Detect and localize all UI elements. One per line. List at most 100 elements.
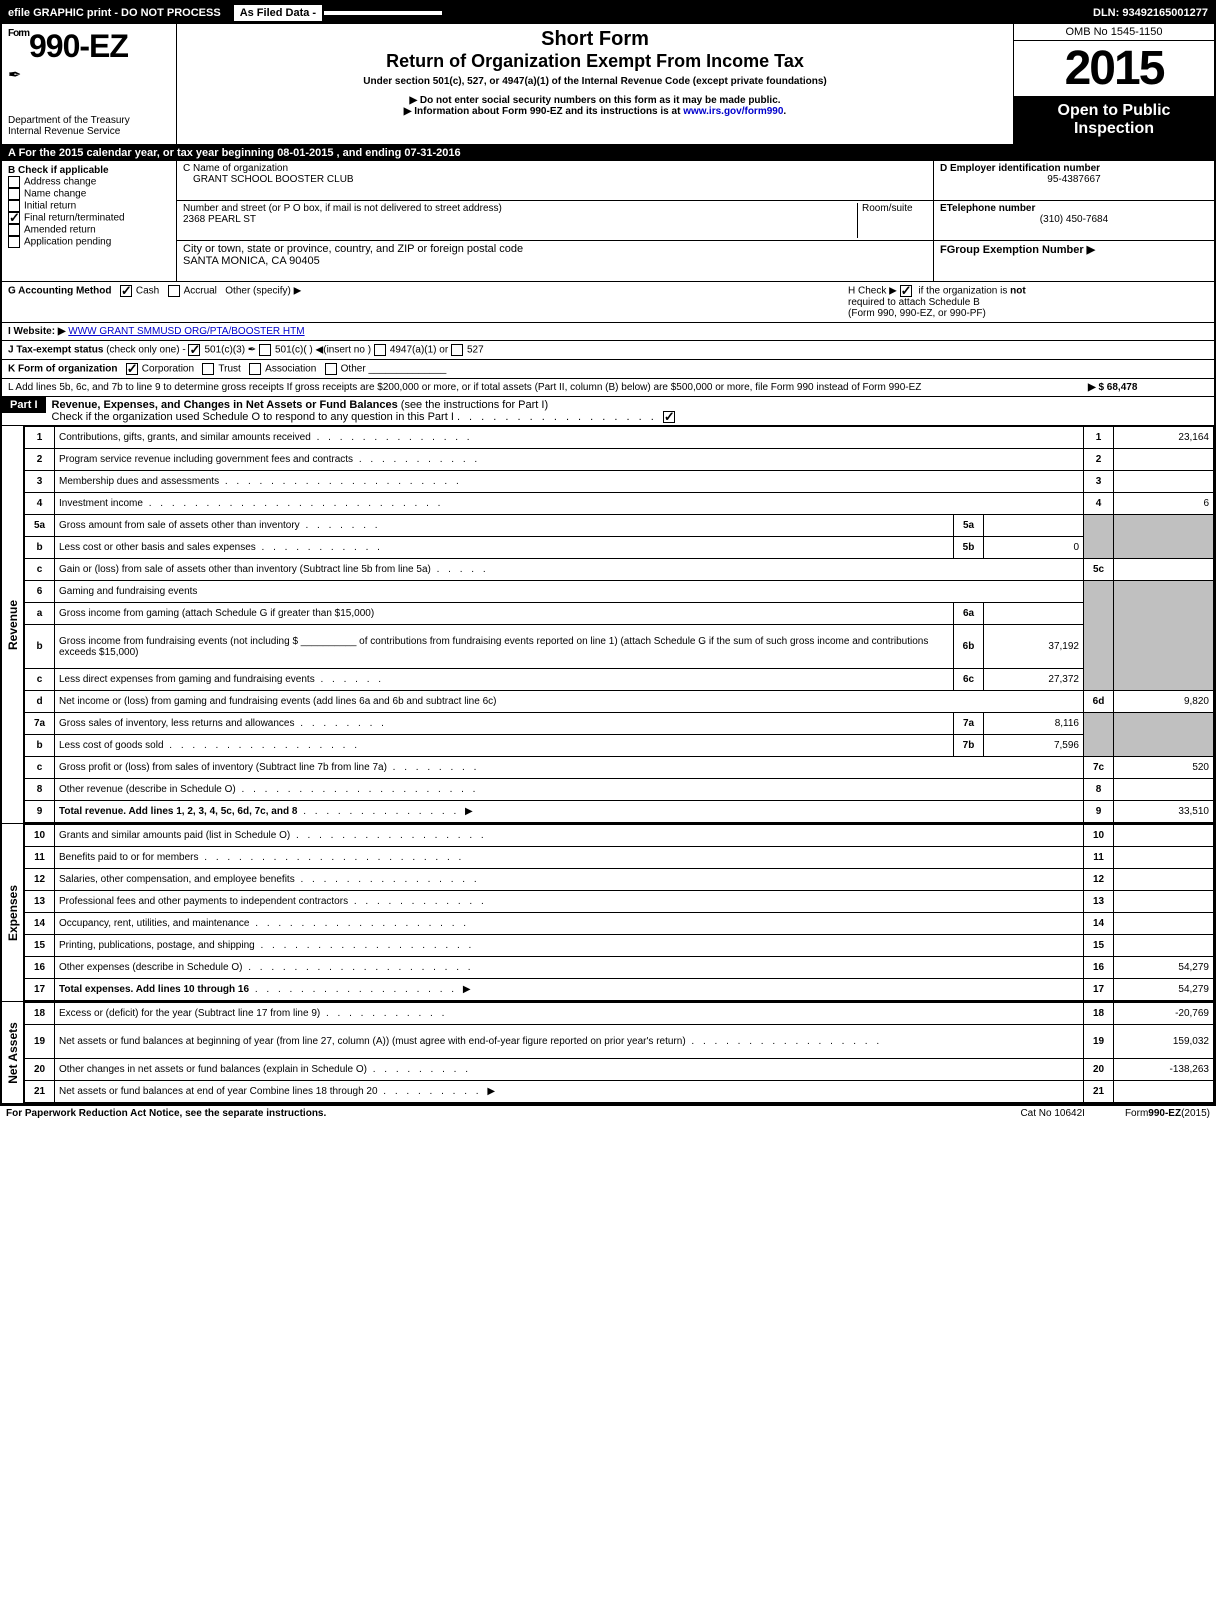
h-chk[interactable]: [900, 285, 912, 297]
c-name: GRANT SCHOOL BOOSTER CLUB: [183, 174, 927, 185]
g-cash-chk[interactable]: [120, 285, 132, 297]
e-value: (310) 450-7684: [940, 214, 1208, 225]
line-18: 18Excess or (deficit) for the year (Subt…: [25, 1003, 1214, 1025]
g-other: Other (specify) ▶: [225, 286, 301, 297]
line-9: 9Total revenue. Add lines 1, 2, 3, 4, 5c…: [25, 801, 1214, 823]
chk-amended[interactable]: Amended return: [8, 224, 170, 236]
short-form-title: Short Form: [187, 28, 1003, 51]
dln-label: DLN: 93492165001277: [1087, 5, 1214, 21]
line-k: K Form of organization Corporation Trust…: [2, 360, 1214, 379]
d-value: 95-4387667: [940, 174, 1208, 185]
chk-pending-label: Application pending: [24, 237, 111, 248]
part1-header: Part I Revenue, Expenses, and Changes in…: [2, 397, 1214, 426]
line-6b: bGross income from fundraising events (n…: [25, 625, 1214, 669]
revenue-table: 1Contributions, gifts, grants, and simil…: [24, 426, 1214, 823]
j-4947-chk[interactable]: [374, 344, 386, 356]
part1-title: Revenue, Expenses, and Changes in Net As…: [52, 399, 398, 411]
l-amount: ▶ $ 68,478: [1088, 382, 1208, 393]
chk-amended-label: Amended return: [24, 225, 96, 236]
j-501c-chk[interactable]: [259, 344, 271, 356]
line-5a: 5aGross amount from sale of assets other…: [25, 515, 1214, 537]
h-text: H Check ▶: [848, 286, 897, 297]
chk-initial[interactable]: Initial return: [8, 200, 170, 212]
c-city: SANTA MONICA, CA 90405: [183, 255, 927, 267]
box-def: D Employer identification number 95-4387…: [934, 161, 1214, 281]
g-label: G Accounting Method: [8, 286, 112, 297]
chk-final[interactable]: Final return/terminated: [8, 212, 170, 224]
form-number: Form990-EZ: [8, 28, 170, 65]
expenses-section: Expenses 10Grants and similar amounts pa…: [2, 824, 1214, 1002]
chk-initial-label: Initial return: [24, 201, 76, 212]
open-public: Open to Public Inspection: [1014, 96, 1214, 144]
chk-address[interactable]: Address change: [8, 176, 170, 188]
line-7c: cGross profit or (loss) from sales of in…: [25, 757, 1214, 779]
line-19: 19Net assets or fund balances at beginni…: [25, 1025, 1214, 1059]
line-3: 3Membership dues and assessments . . . .…: [25, 471, 1214, 493]
line-7a: 7aGross sales of inventory, less returns…: [25, 713, 1214, 735]
irs-link[interactable]: www.irs.gov/form990: [683, 106, 783, 117]
line-l: L Add lines 5b, 6c, and 7b to line 9 to …: [2, 379, 1214, 397]
k-trust: Trust: [218, 364, 240, 375]
line-4: 4Investment income . . . . . . . . . . .…: [25, 493, 1214, 515]
chk-name[interactable]: Name change: [8, 188, 170, 200]
g-accrual-chk[interactable]: [168, 285, 180, 297]
l-text: L Add lines 5b, 6c, and 7b to line 9 to …: [8, 382, 1088, 393]
line-6c: cLess direct expenses from gaming and fu…: [25, 669, 1214, 691]
j-opt1: 501(c)(3): [204, 345, 245, 356]
line-5b: bLess cost or other basis and sales expe…: [25, 537, 1214, 559]
k-other: Other: [341, 364, 366, 375]
omb-number: OMB No 1545-1150: [1014, 24, 1214, 41]
c-addr: 2368 PEARL ST: [183, 214, 857, 225]
j-501c3-chk[interactable]: [188, 344, 200, 356]
box-b: B Check if applicable Address change Nam…: [2, 161, 177, 281]
header-mid: Short Form Return of Organization Exempt…: [177, 24, 1014, 144]
dots: . . . . . . . . . . . . . . . . .: [457, 411, 663, 423]
k-assoc-chk[interactable]: [249, 363, 261, 375]
h-not: not: [1010, 286, 1026, 297]
dept-label: Department of the Treasury Internal Reve…: [8, 115, 170, 137]
part1-check: Check if the organization used Schedule …: [52, 411, 454, 423]
c-room-label: Room/suite: [857, 203, 927, 238]
line-6a: aGross income from gaming (attach Schedu…: [25, 603, 1214, 625]
line-12: 12Salaries, other compensation, and empl…: [25, 869, 1214, 891]
netassets-section: Net Assets 18Excess or (deficit) for the…: [2, 1002, 1214, 1104]
revenue-vert-label: Revenue: [2, 426, 24, 823]
line-6: 6Gaming and fundraising events: [25, 581, 1214, 603]
k-assoc: Association: [265, 364, 316, 375]
c-addr-label: Number and street (or P O box, if mail i…: [183, 203, 857, 214]
k-other-chk[interactable]: [325, 363, 337, 375]
i-website-link[interactable]: WWW GRANT SMMUSD ORG/PTA/BOOSTER HTM: [68, 326, 304, 337]
line-21: 21Net assets or fund balances at end of …: [25, 1081, 1214, 1103]
line-16: 16Other expenses (describe in Schedule O…: [25, 957, 1214, 979]
chk-name-label: Name change: [24, 189, 86, 200]
expenses-table: 10Grants and similar amounts paid (list …: [24, 824, 1214, 1001]
line-17: 17Total expenses. Add lines 10 through 1…: [25, 979, 1214, 1001]
j-opt4: 527: [467, 345, 484, 356]
line-g-h: G Accounting Method Cash Accrual Other (…: [2, 282, 1214, 323]
line-10: 10Grants and similar amounts paid (list …: [25, 825, 1214, 847]
box-b-title: B Check if applicable: [8, 165, 170, 176]
k-corp: Corporation: [142, 364, 194, 375]
j-sub: (check only one) -: [106, 345, 185, 356]
line-8: 8Other revenue (describe in Schedule O) …: [25, 779, 1214, 801]
expenses-vert-label: Expenses: [2, 824, 24, 1001]
line-13: 13Professional fees and other payments t…: [25, 891, 1214, 913]
j-opt2b: ◀(insert no ): [316, 345, 371, 356]
h-text4: (Form 990, 990-EZ, or 990-PF): [848, 308, 986, 319]
line-11: 11Benefits paid to or for members . . . …: [25, 847, 1214, 869]
netassets-table: 18Excess or (deficit) for the year (Subt…: [24, 1002, 1214, 1103]
line-15: 15Printing, publications, postage, and s…: [25, 935, 1214, 957]
chk-pending[interactable]: Application pending: [8, 236, 170, 248]
k-trust-chk[interactable]: [202, 363, 214, 375]
c-city-label: City or town, state or province, country…: [183, 243, 927, 255]
netassets-vert-label: Net Assets: [2, 1002, 24, 1103]
line-6d: dNet income or (loss) from gaming and fu…: [25, 691, 1214, 713]
form-prefix: Form: [8, 28, 29, 39]
chk-address-label: Address change: [24, 177, 96, 188]
h-text2: if the organization is: [918, 286, 1007, 297]
part1-chk[interactable]: [663, 411, 675, 423]
k-corp-chk[interactable]: [126, 363, 138, 375]
line-j: J Tax-exempt status (check only one) - 5…: [2, 341, 1214, 360]
j-527-chk[interactable]: [451, 344, 463, 356]
line-i: I Website: ▶ WWW GRANT SMMUSD ORG/PTA/BO…: [2, 323, 1214, 341]
